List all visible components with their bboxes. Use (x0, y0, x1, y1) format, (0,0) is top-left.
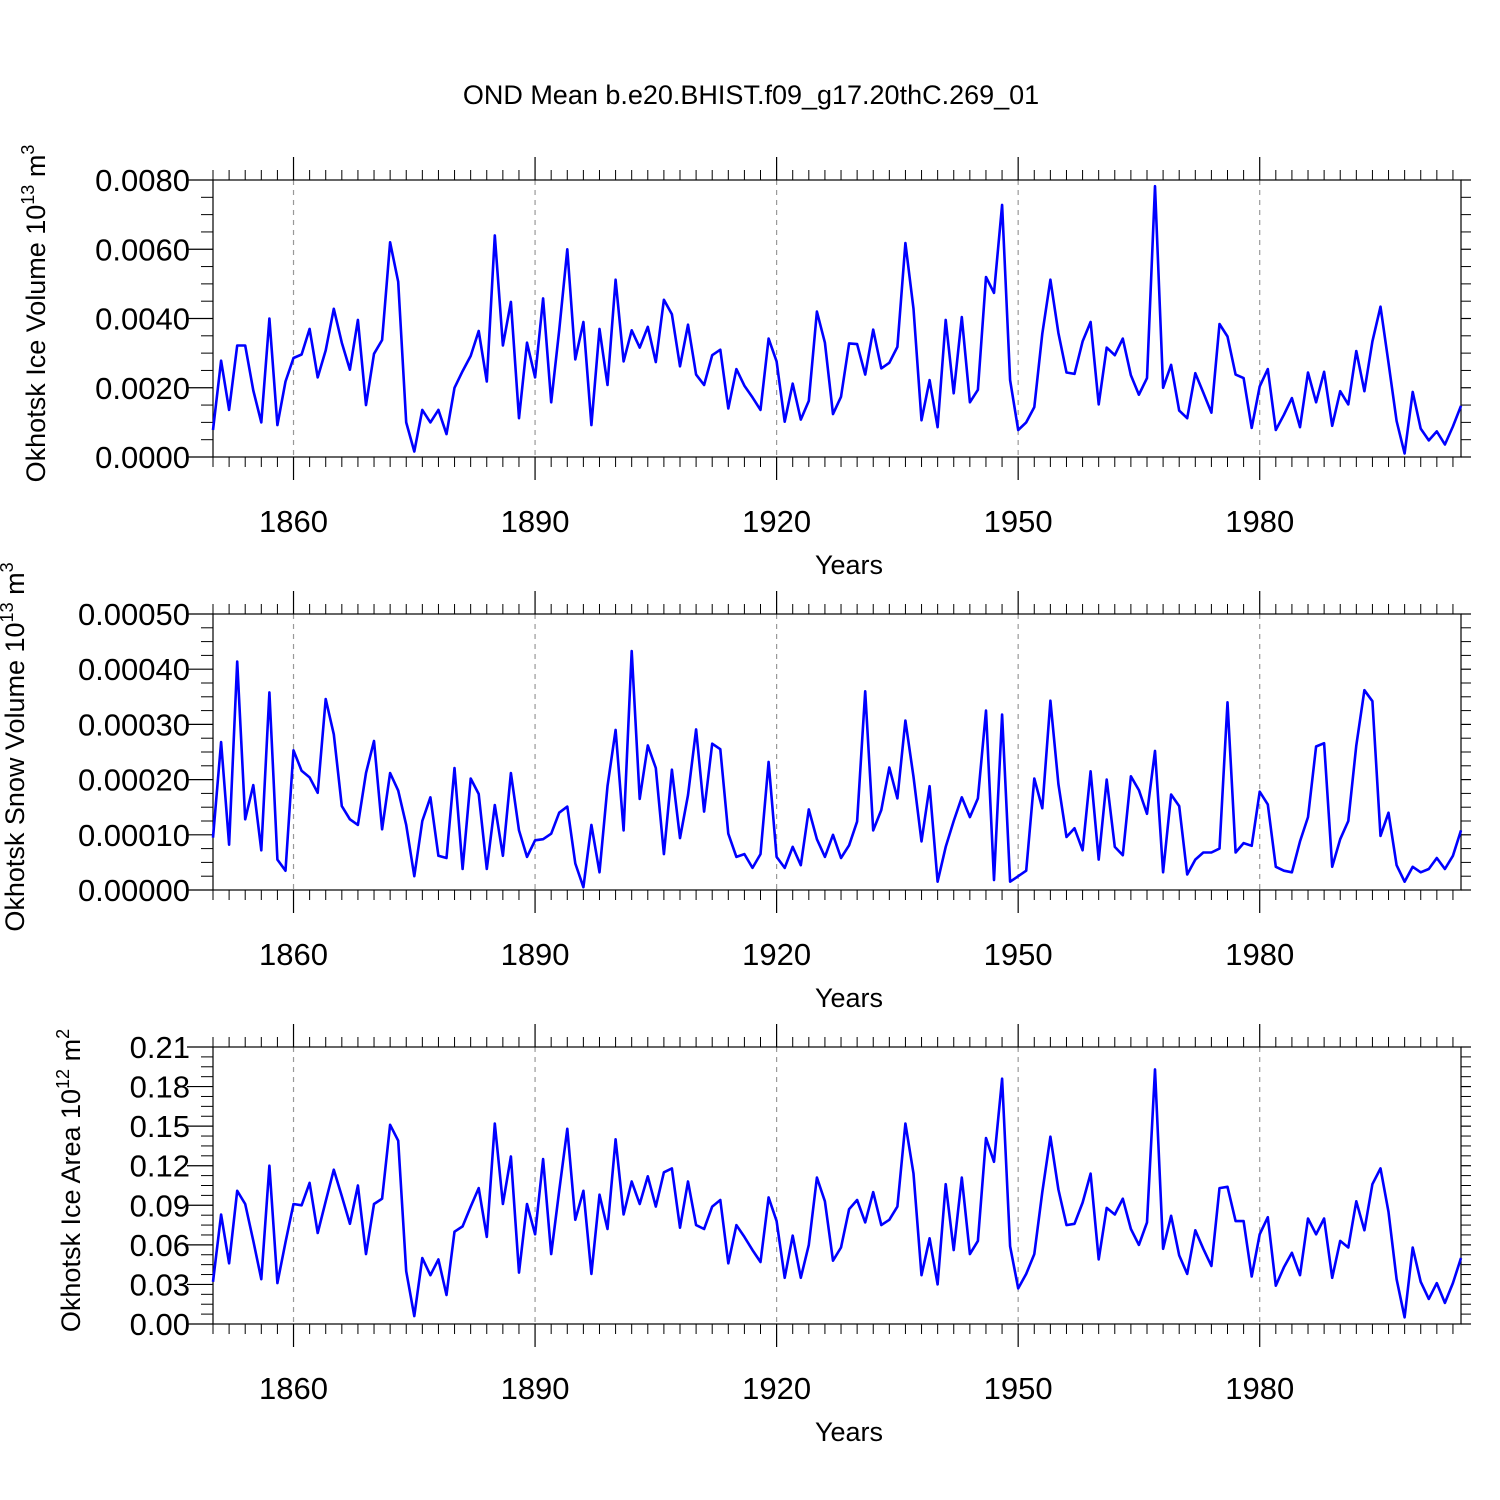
y-tick-label: 0.0060 (95, 232, 190, 267)
y-tick-label: 0.21 (130, 1030, 190, 1065)
y-tick-label: 0.00040 (78, 652, 190, 687)
x-axis-label: Years (815, 983, 883, 1013)
y-tick-label: 0.15 (130, 1109, 190, 1144)
y-tick-label: 0.18 (130, 1070, 190, 1105)
x-axis-label: Years (815, 550, 883, 580)
x-tick-label: 1920 (742, 1371, 811, 1406)
x-tick-label: 1860 (259, 937, 328, 972)
series-line-snow-volume (211, 649, 1463, 889)
y-tick-label: 0.00 (130, 1307, 190, 1342)
chart-panel-ice-volume: 1860 1890 1920 1950 1980 0.0000 0.0020 0.0040 0.… (18, 145, 1471, 580)
x-axis-label: Years (815, 1417, 883, 1447)
x-tick-label: 1890 (501, 1371, 570, 1406)
y-tick-label: 0.00030 (78, 707, 190, 742)
y-tick-label: 0.0020 (95, 371, 190, 406)
x-tick-label: 1950 (984, 504, 1053, 539)
x-tick-label: 1950 (984, 937, 1053, 972)
y-axis-label: Okhotsk Ice Volume 1013 m3 (18, 145, 51, 483)
x-tick-label: 1920 (742, 504, 811, 539)
y-tick-label: 0.0000 (95, 440, 190, 475)
series-line-ice-area (211, 1068, 1463, 1319)
y-axis-label: Okhotsk Snow Volume 1013 m3 (0, 562, 30, 931)
x-tick-label: 1950 (984, 1371, 1053, 1406)
y-tick-label: 0.00000 (78, 873, 190, 908)
y-tick-label: 0.12 (130, 1149, 190, 1184)
y-tick-label: 0.0040 (95, 302, 190, 337)
y-tick-label: 0.00010 (78, 818, 190, 853)
x-tick-label: 1860 (259, 1371, 328, 1406)
panels: 1860 1890 1920 1950 1980 0.0000 0.0020 0.0040 0.… (0, 145, 1471, 1447)
x-tick-label: 1980 (1225, 1371, 1294, 1406)
y-tick-label: 0.00050 (78, 597, 190, 632)
x-tick-label: 1920 (742, 937, 811, 972)
y-tick-label: 0.06 (130, 1228, 190, 1263)
y-tick-label: 0.0080 (95, 163, 190, 198)
y-tick-label: 0.09 (130, 1188, 190, 1223)
series-line-ice-volume (211, 184, 1463, 455)
y-axis-label: Okhotsk Ice Area 1012 m2 (53, 1029, 86, 1332)
y-tick-label: 0.00020 (78, 763, 190, 798)
x-tick-label: 1980 (1225, 937, 1294, 972)
x-tick-label: 1890 (501, 937, 570, 972)
x-tick-label: 1860 (259, 504, 328, 539)
x-tick-label: 1980 (1225, 504, 1294, 539)
figure-title: OND Mean b.e20.BHIST.f09_g17.20thC.269_0… (463, 80, 1039, 110)
chart-panel-ice-area: 1860 1890 1920 1950 1980 0.00 0.03 0.06 0.09 0.12… (53, 1024, 1471, 1447)
chart-panel-snow-volume: 1860 1890 1920 1950 1980 0.00000 0.00010 0.0002… (0, 562, 1471, 1013)
x-tick-label: 1890 (501, 504, 570, 539)
y-tick-label: 0.03 (130, 1267, 190, 1302)
